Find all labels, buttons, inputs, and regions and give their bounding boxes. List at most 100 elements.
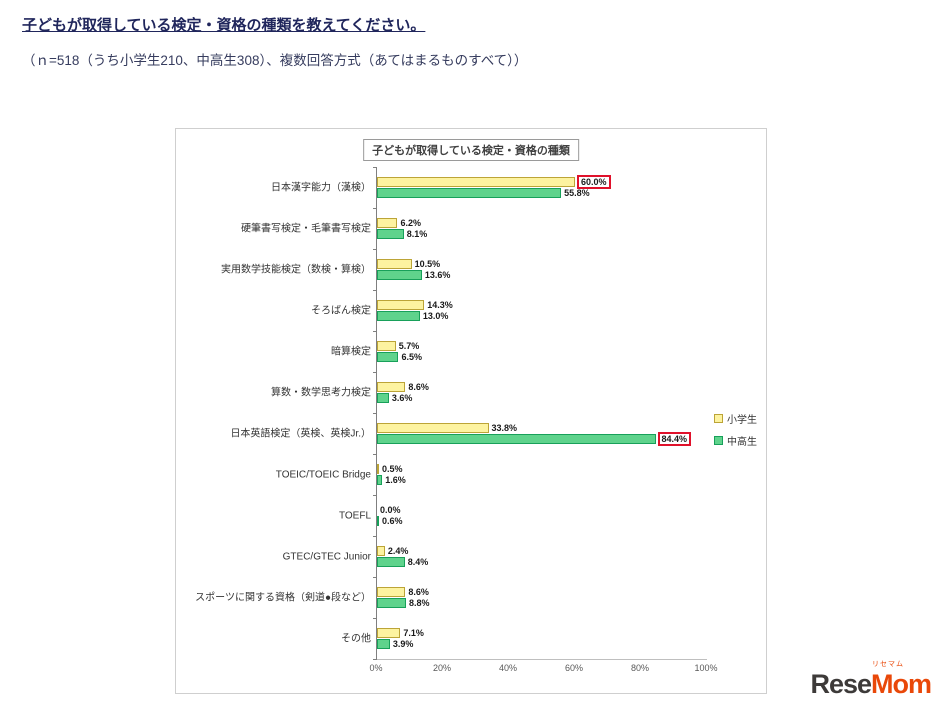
bar-secondary (377, 515, 379, 526)
bar-group: 7.1% 3.9% (377, 627, 424, 649)
x-axis-label: 80% (630, 663, 650, 673)
plot-rows: 日本漢字能力（漢検） 60.0% 55.8% 硬筆書写検定・毛筆書写検定 6.2% 8.1… (195, 167, 707, 660)
legend-swatch-elementary (714, 414, 723, 423)
value-label: 7.1% (403, 627, 424, 638)
chart-panel: 子どもが取得している検定・資格の種類 日本漢字能力（漢検） 60.0% 55.8% 硬… (175, 128, 767, 694)
logo-ruby: リセマム (872, 661, 904, 668)
category-label: 日本英語検定（英検、英検Jr.） (230, 428, 371, 439)
value-label: 1.6% (385, 474, 406, 485)
value-label: 2.4% (387, 545, 409, 556)
bar-group: 8.6% 3.6% (377, 381, 429, 403)
category-row: そろばん検定 14.3% 13.0% (311, 290, 707, 332)
category-label: TOEIC/TOEIC Bridge (275, 469, 371, 480)
legend-swatch-secondary (714, 436, 723, 445)
legend-item-secondary: 中高生 (714, 433, 757, 448)
value-label: 0.5% (382, 463, 403, 474)
bar-elementary (377, 299, 425, 310)
bar-secondary (377, 597, 407, 608)
category-label: GTEC/GTEC Junior (282, 551, 371, 562)
category-label: その他 (341, 633, 371, 644)
category-row: その他 7.1% 3.9% (341, 618, 707, 660)
category-label: そろばん検定 (311, 305, 371, 316)
plot-area: 日本漢字能力（漢検） 60.0% 55.8% 硬筆書写検定・毛筆書写検定 6.2% 8.1… (195, 167, 707, 660)
bar-group: 8.6% 8.8% (377, 586, 430, 608)
logo-text-mom: リセマム Mom (871, 661, 932, 699)
bar-elementary (377, 586, 406, 597)
value-label: 8.6% (408, 381, 429, 392)
chart-title: 子どもが取得している検定・資格の種類 (363, 139, 579, 161)
bar-elementary (377, 176, 575, 187)
bar-secondary (377, 474, 383, 485)
page-title: 子どもが取得している検定・資格の種類を教えてください。 (22, 17, 426, 34)
value-label: 14.3% (427, 299, 453, 310)
legend-label: 小学生 (727, 415, 757, 426)
bar-elementary (377, 258, 412, 269)
legend-label: 中高生 (727, 437, 757, 448)
category-row: 日本英語検定（英検、英検Jr.） 33.8% 84.4% (230, 413, 707, 455)
bar-elementary (377, 217, 398, 228)
category-row: 実用数学技能検定（数検・算検） 10.5% 13.6% (221, 249, 707, 291)
value-label: 0.0% (380, 504, 401, 515)
category-row: 硬筆書写検定・毛筆書写検定 6.2% 8.1% (241, 208, 707, 250)
bar-secondary (377, 310, 420, 321)
value-label: 8.1% (406, 228, 428, 239)
bar-secondary (377, 187, 562, 198)
x-axis-label: 0% (369, 663, 383, 673)
bar-group: 10.5% 13.6% (377, 258, 450, 280)
category-row: GTEC/GTEC Junior 2.4% 8.4% (283, 536, 707, 578)
legend-item-elementary: 小学生 (714, 411, 757, 426)
x-axis-label: 20% (432, 663, 452, 673)
survey-note: （ｎ=518（うち小学生210、中高生308）、複数回答方式（あてはまるものすべ… (22, 53, 528, 68)
value-label: 5.7% (398, 340, 420, 351)
value-label: 10.5% (414, 258, 441, 269)
value-label: 3.9% (392, 638, 414, 649)
category-label: 実用数学技能検定（数検・算検） (221, 264, 371, 275)
category-label: 硬筆書写検定・毛筆書写検定 (241, 223, 371, 234)
bar-group: 0.0% 0.6% (377, 504, 403, 526)
bar-secondary (377, 228, 404, 239)
resemom-logo: Rese リセマム Mom (810, 661, 932, 699)
bar-elementary (377, 422, 489, 433)
category-label: TOEFL (338, 510, 371, 521)
value-label: 6.5% (401, 351, 422, 362)
value-label: 0.6% (382, 515, 403, 526)
category-row: TOEIC/TOEIC Bridge 0.5% 1.6% (276, 454, 707, 496)
value-label: 8.8% (409, 597, 430, 608)
bar-group: 2.4% 8.4% (377, 545, 428, 567)
value-label: 33.8% (491, 422, 518, 433)
x-axis-label: 40% (498, 663, 518, 673)
bar-secondary (377, 392, 389, 403)
category-row: 日本漢字能力（漢検） 60.0% 55.8% (271, 167, 707, 209)
value-label: 60.0% (577, 174, 611, 189)
value-label: 55.8% (564, 187, 590, 198)
category-row: スポーツに関する資格（剣道●段など） 8.6% 8.8% (195, 577, 707, 619)
value-label: 8.4% (407, 556, 429, 567)
logo-text-mom-label: Mom (871, 669, 932, 699)
bar-group: 5.7% 6.5% (377, 340, 422, 362)
article-header: 子どもが取得している検定・資格の種類を教えてください。 （ｎ=518（うち小学生… (22, 14, 922, 69)
x-axis-label: 60% (564, 663, 584, 673)
bar-group: 60.0% 55.8% (377, 174, 611, 198)
x-axis: 0% 20% 40% 60% 80% 100% (369, 663, 717, 677)
x-axis-label: 100% (694, 663, 718, 673)
bar-elementary (377, 545, 385, 556)
bar-group: 14.3% 13.0% (377, 299, 453, 321)
category-label: 算数・数学思考力検定 (271, 387, 371, 398)
bar-elementary (377, 627, 401, 638)
bar-secondary (377, 638, 390, 649)
bar-elementary (377, 381, 406, 392)
bar-group: 6.2% 8.1% (377, 217, 427, 239)
bar-secondary (377, 433, 656, 444)
bar-group: 0.5% 1.6% (377, 463, 406, 485)
chart-legend: 小学生 中高生 (714, 411, 757, 455)
value-label: 8.6% (408, 586, 429, 597)
logo-text-rese: Rese (810, 669, 872, 699)
value-label: 84.4% (657, 431, 692, 446)
category-label: 暗算検定 (331, 346, 371, 357)
bar-secondary (377, 556, 405, 567)
category-label: スポーツに関する資格（剣道●段など） (195, 592, 371, 603)
bar-elementary (377, 463, 379, 474)
value-label: 13.6% (424, 269, 451, 280)
bar-secondary (377, 351, 399, 362)
value-label: 13.0% (422, 310, 449, 321)
